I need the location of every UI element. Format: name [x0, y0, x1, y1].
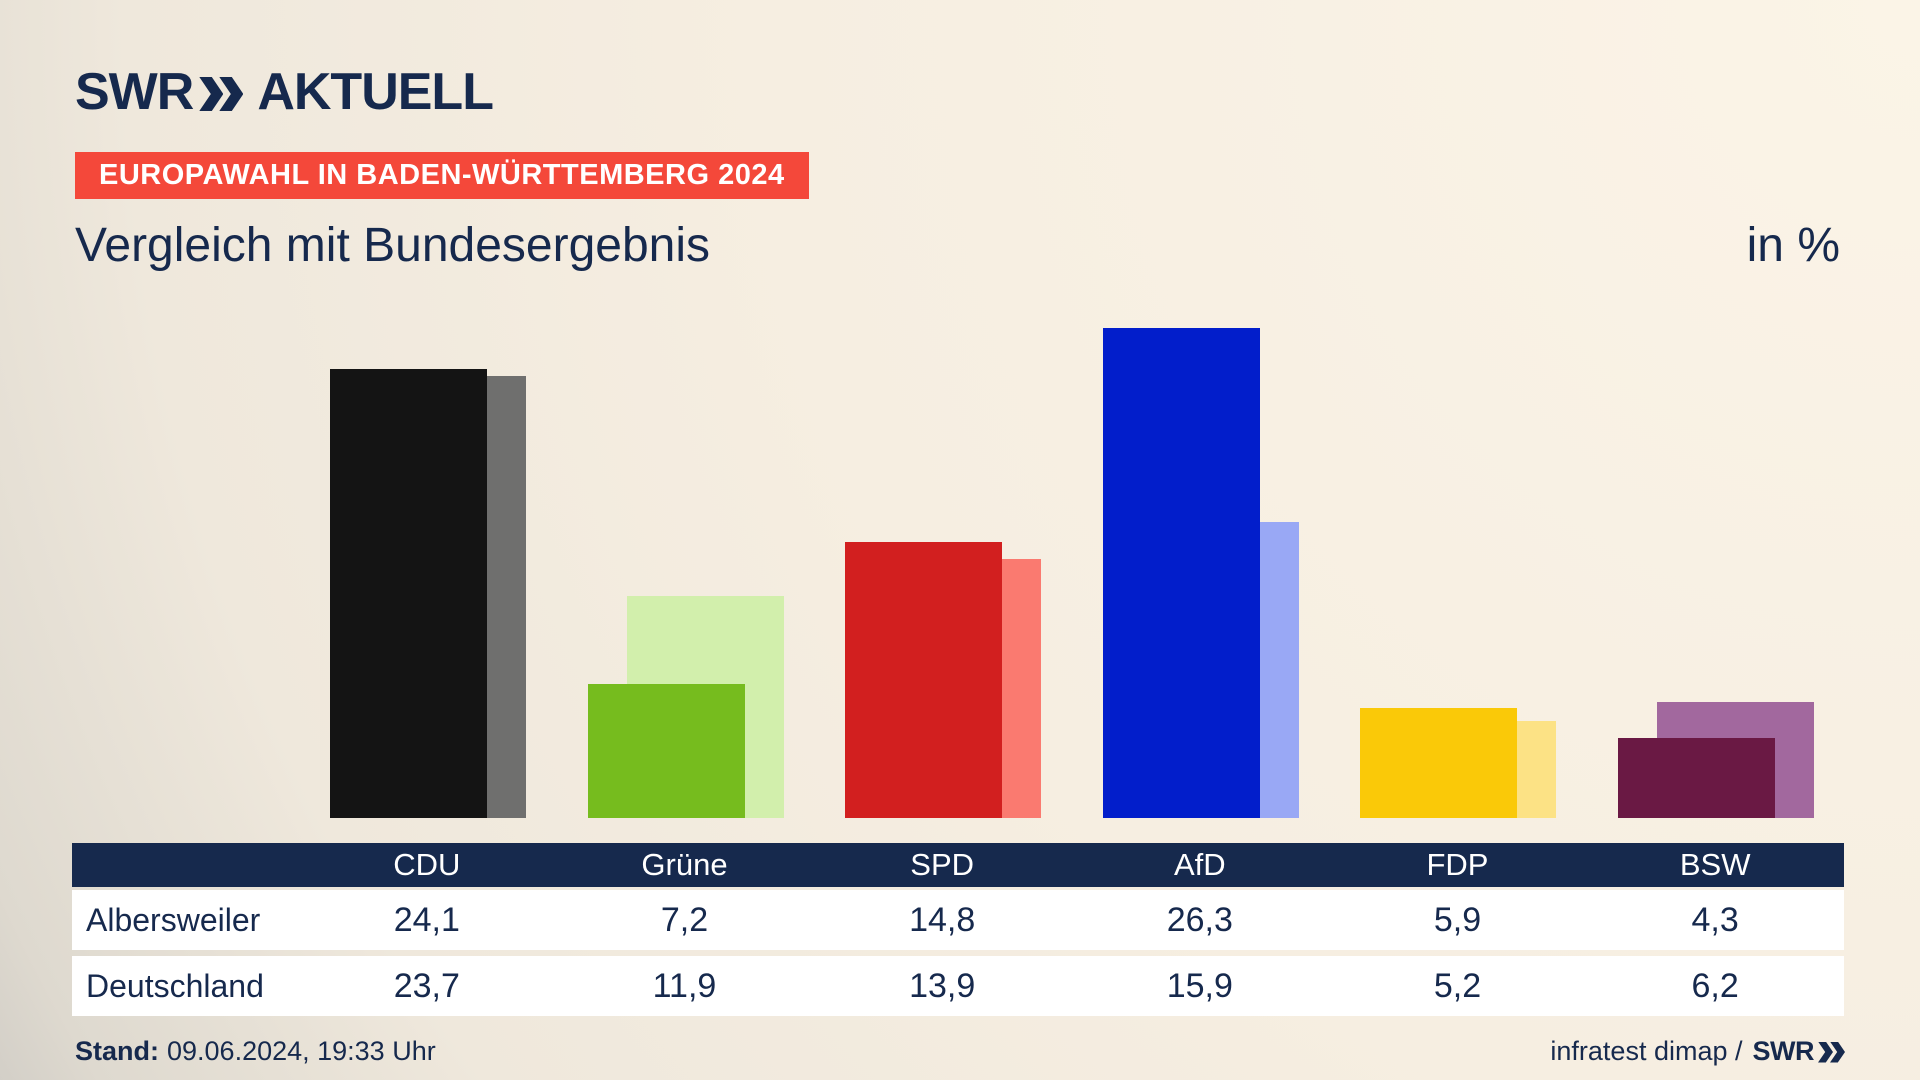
source-swr-text: SWR	[1752, 1036, 1815, 1066]
chevron-icon	[1818, 1041, 1833, 1063]
value-cell: 5,2	[1433, 966, 1482, 1005]
value-cell: 4,3	[1691, 900, 1739, 939]
value-cell: 13,9	[909, 966, 976, 1005]
header-cdu: CDU	[393, 847, 461, 882]
source-text: infratest dimap /	[1550, 1036, 1743, 1066]
bar-albersweiler-bsw	[1617, 738, 1775, 818]
header-bsw: BSW	[1679, 847, 1751, 882]
bar-chart	[330, 328, 1814, 818]
page-title: Vergleich mit Bundesergebnis	[75, 219, 711, 272]
value-cell: 15,9	[1166, 966, 1233, 1005]
stand-label: Stand:	[75, 1036, 159, 1066]
table-row-albersweiler: Albersweiler 24,1 7,2 14,8 26,3 5,9 4,3	[72, 890, 1844, 950]
stand-line: Stand: 09.06.2024, 19:33 Uhr	[75, 1034, 436, 1068]
value-cell: 14,8	[909, 900, 976, 939]
header-gruene: Grüne	[641, 847, 728, 882]
bar-albersweiler-grüne	[587, 684, 745, 818]
value-cell: 24,1	[393, 900, 460, 939]
swr-chevron-icon	[199, 77, 244, 111]
source-line: infratest dimap / SWR	[1550, 1034, 1845, 1068]
value-cell: 7,2	[660, 900, 709, 939]
header-fdp: FDP	[1426, 847, 1489, 882]
value-cell: 26,3	[1166, 900, 1233, 939]
logo-aktuell-text: AKTUELL	[257, 63, 494, 121]
bar-albersweiler-cdu	[330, 369, 487, 818]
value-cell: 11,9	[652, 966, 717, 1005]
row-label: Deutschland	[86, 967, 264, 1004]
row-label: Albersweiler	[86, 901, 261, 938]
value-cell: 6,2	[1691, 966, 1739, 1005]
bar-albersweiler-spd	[845, 542, 1002, 818]
swr-aktuell-logo: SWR AKTUELL	[75, 63, 494, 121]
header-spd: SPD	[910, 847, 975, 882]
bar-albersweiler-fdp	[1360, 708, 1517, 818]
swr-chevron-icon	[1818, 1041, 1845, 1063]
category-badge: EUROPAWAHL IN BADEN-WÜRTTEMBERG 2024	[75, 152, 809, 199]
table-row-deutschland: Deutschland 23,7 11,9 13,9 15,9 5,2 6,2	[72, 956, 1844, 1016]
unit-label: in %	[1746, 219, 1840, 272]
chevron-icon	[1830, 1041, 1845, 1063]
bar-albersweiler-afd	[1102, 328, 1260, 818]
stand-value: 09.06.2024, 19:33 Uhr	[167, 1036, 436, 1066]
logo-swr-text: SWR	[75, 63, 194, 121]
results-table-header: CDU Grüne SPD AfD FDP BSW	[72, 843, 1844, 887]
value-cell: 5,9	[1433, 900, 1482, 939]
value-cell: 23,7	[393, 966, 460, 1005]
results-table: CDU Grüne SPD AfD FDP BSW Albersweiler 2…	[72, 843, 1844, 1022]
header-afd: AfD	[1173, 847, 1226, 882]
